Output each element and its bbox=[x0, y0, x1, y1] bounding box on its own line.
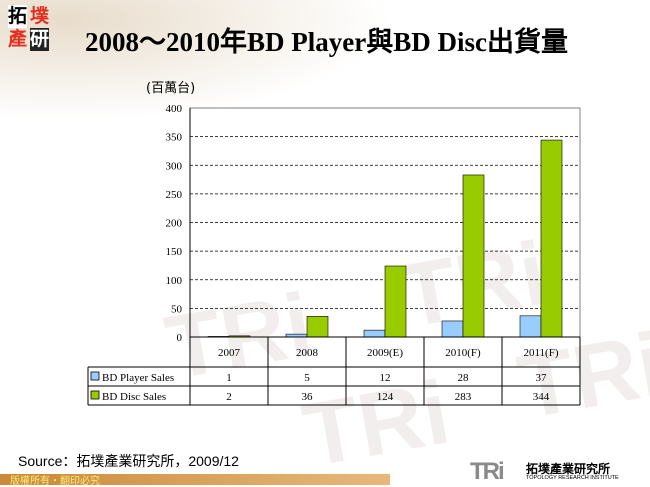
x-tick-label: 2007 bbox=[218, 347, 241, 359]
svg-text:TRi: TRi bbox=[296, 363, 456, 485]
logo-char: 墣 bbox=[30, 5, 50, 27]
y-tick-label: 100 bbox=[166, 275, 183, 287]
x-tick-label: 2010(F) bbox=[445, 347, 481, 359]
bar-1 bbox=[540, 139, 563, 338]
brand-logo: TRi 拓墣產業研究所 TOPOLOGY RESEARCH INSTITUTE bbox=[470, 458, 619, 486]
data-label: 344 bbox=[533, 391, 550, 403]
x-tick-label: 2011(F) bbox=[523, 347, 558, 359]
data-label: 283 bbox=[455, 391, 472, 403]
data-label: 36 bbox=[302, 391, 314, 403]
bar-1 bbox=[306, 316, 329, 338]
logo-char: 研 bbox=[30, 28, 50, 51]
brand-mark: TRi bbox=[470, 458, 505, 485]
data-label: 1 bbox=[226, 372, 232, 384]
source-note: Source：拓墣產業研究所，2009/12 bbox=[18, 453, 239, 469]
data-label: 5 bbox=[304, 372, 310, 384]
data-label: 124 bbox=[377, 391, 394, 403]
unit-label: (百萬台) bbox=[146, 81, 196, 96]
data-label: 37 bbox=[536, 372, 548, 384]
logo-char: 產 bbox=[8, 28, 28, 50]
y-tick-label: 350 bbox=[166, 132, 183, 144]
y-tick-label: 150 bbox=[166, 246, 183, 258]
y-tick-label: 50 bbox=[171, 303, 183, 315]
y-tick-label: 300 bbox=[166, 160, 183, 172]
x-tick-label: 2008 bbox=[296, 347, 319, 359]
bar-0 bbox=[441, 320, 464, 338]
footer-band: 版權所有・翻印必究 bbox=[0, 474, 390, 487]
brand-name-en: TOPOLOGY RESEARCH INSTITUTE bbox=[526, 475, 619, 481]
y-tick-label: 400 bbox=[166, 103, 183, 115]
logo: 拓 墣 產 研 bbox=[8, 5, 50, 53]
y-tick-label: 200 bbox=[166, 218, 183, 230]
data-label: 28 bbox=[458, 372, 470, 384]
bar-0 bbox=[363, 329, 386, 338]
y-tick-label: 250 bbox=[166, 189, 183, 201]
logo-char: 拓 bbox=[8, 5, 28, 28]
legend-label: BD Player Sales bbox=[102, 372, 174, 384]
legend-swatch bbox=[90, 371, 100, 381]
page-title: 2008～2010年BD Player與BD Disc出貨量 bbox=[85, 27, 568, 57]
bar-1 bbox=[462, 174, 485, 338]
brand-name-cn: 拓墣產業研究所 bbox=[526, 462, 611, 476]
y-tick-label: 0 bbox=[177, 332, 183, 344]
legend-label: BD Disc Sales bbox=[102, 391, 166, 403]
data-label: 12 bbox=[380, 372, 391, 384]
bar-1 bbox=[384, 265, 407, 338]
legend-swatch bbox=[90, 390, 100, 400]
bar-0 bbox=[519, 315, 542, 338]
data-label: 2 bbox=[226, 391, 232, 403]
copyright-text: 版權所有・翻印必究 bbox=[10, 476, 100, 487]
x-tick-label: 2009(E) bbox=[367, 347, 403, 359]
